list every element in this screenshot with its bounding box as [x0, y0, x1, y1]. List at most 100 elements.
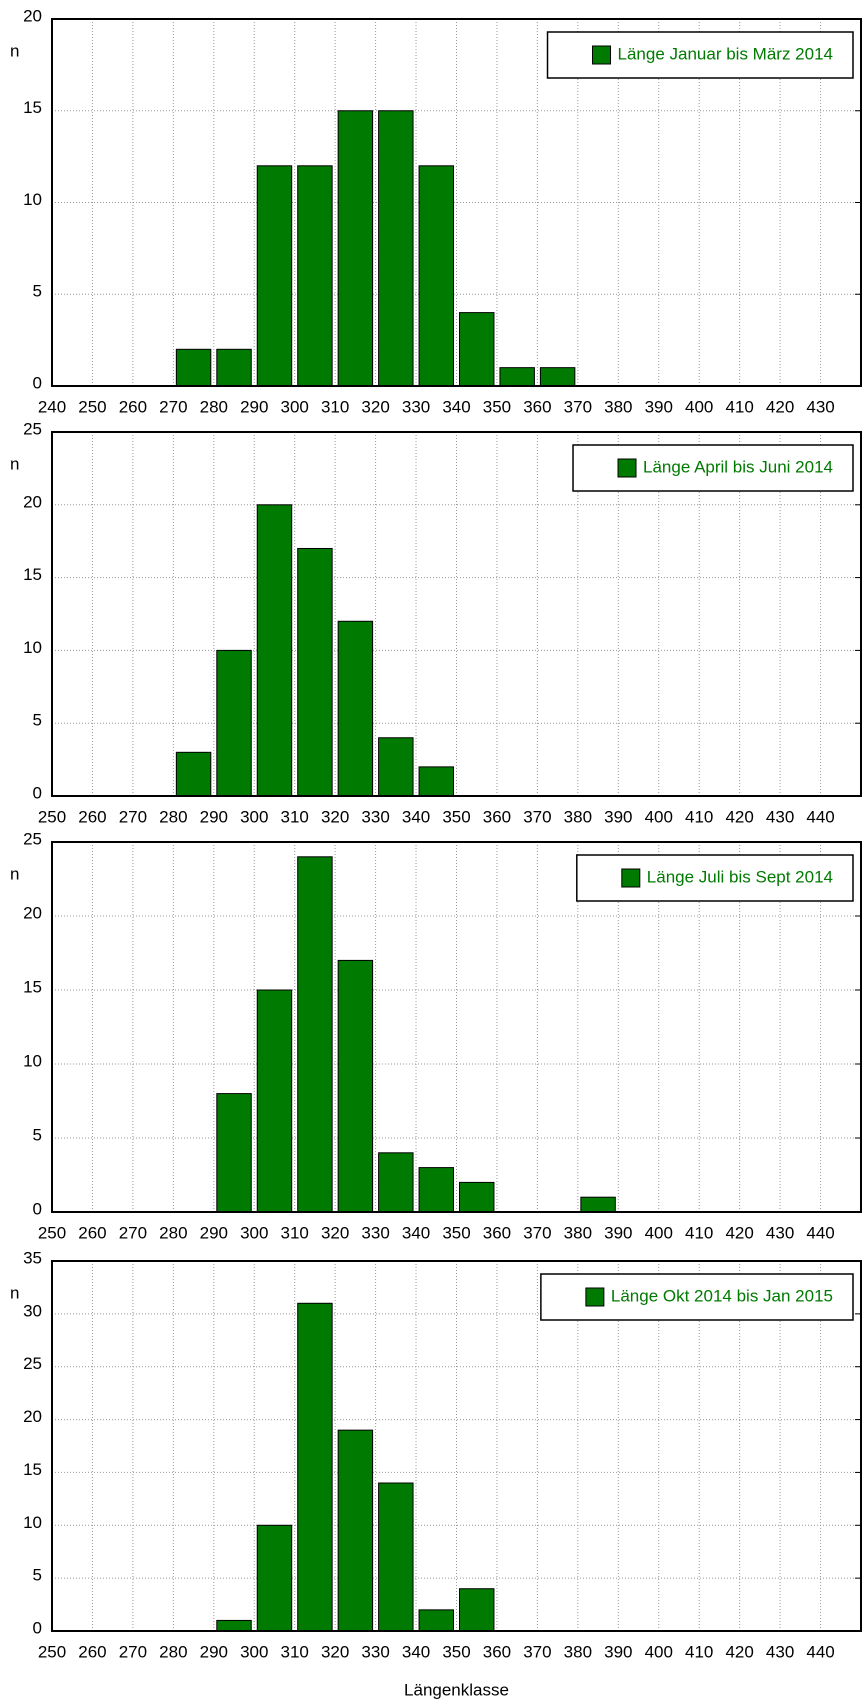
y-tick-label: 35 [23, 1248, 42, 1267]
x-tick-label: 250 [38, 1223, 66, 1242]
x-tick-label: 300 [240, 807, 268, 826]
legend: Länge Okt 2014 bis Jan 2015 [540, 1273, 854, 1321]
y-tick-label: 25 [23, 419, 42, 438]
y-tick-label: 5 [33, 1566, 42, 1585]
y-tick-label: 25 [23, 1354, 42, 1373]
bar [297, 856, 333, 1213]
chart-panel: 0 5 10 15 20 25 30 35 250 260 270 280 290 300 310 320 33… [10, 1248, 862, 1699]
x-tick-label: 340 [402, 1642, 430, 1661]
y-tick-label: 10 [23, 638, 42, 657]
y-tick-label: 10 [23, 1513, 42, 1532]
x-tick-label: 290 [240, 397, 268, 416]
x-tick-label: 380 [564, 807, 592, 826]
x-tick-label: 440 [806, 1642, 834, 1661]
x-tick-label: 260 [119, 397, 147, 416]
x-tick-label: 280 [159, 1223, 187, 1242]
y-tick-label: 20 [23, 903, 42, 922]
x-tick-label: 390 [604, 1223, 632, 1242]
bar [297, 1302, 333, 1632]
y-axis-label: n [10, 864, 19, 883]
x-tick-label: 350 [442, 1223, 470, 1242]
x-tick-label: 370 [523, 807, 551, 826]
plot-frame [51, 431, 862, 797]
plot-frame [51, 18, 862, 387]
x-tick-label: 390 [604, 807, 632, 826]
y-axis-label: n [10, 1283, 19, 1302]
x-tick-label: 270 [159, 397, 187, 416]
y-tick-label: 0 [33, 1618, 42, 1637]
x-tick-label: 290 [200, 1642, 228, 1661]
bar [418, 1167, 454, 1213]
x-tick-label: 330 [361, 1223, 389, 1242]
x-tick-label: 370 [523, 1642, 551, 1661]
y-tick-label: 25 [23, 829, 42, 848]
y-tick-label: 15 [23, 98, 42, 117]
x-tick-label: 390 [645, 397, 673, 416]
legend: Länge Juli bis Sept 2014 [576, 854, 854, 902]
x-tick-label: 280 [200, 397, 228, 416]
y-tick-label: 5 [33, 711, 42, 730]
x-tick-label: 380 [604, 397, 632, 416]
bar [175, 751, 212, 797]
legend-swatch [621, 868, 641, 888]
bar [337, 1429, 374, 1632]
x-tick-label: 430 [806, 397, 834, 416]
x-tick-label: 340 [402, 1223, 430, 1242]
y-tick-label: 5 [33, 1125, 42, 1144]
x-tick-label: 350 [483, 397, 511, 416]
x-tick-label: 430 [766, 1223, 794, 1242]
y-tick-label: 10 [23, 190, 42, 209]
x-tick-label: 330 [361, 807, 389, 826]
x-tick-label: 280 [159, 1642, 187, 1661]
legend-swatch [585, 1287, 605, 1307]
bar [378, 1152, 414, 1213]
x-tick-label: 350 [442, 1642, 470, 1661]
x-tick-label: 410 [725, 397, 753, 416]
y-tick-label: 0 [33, 373, 42, 392]
x-tick-label: 370 [523, 1223, 551, 1242]
bar [459, 312, 495, 387]
x-tick-label: 380 [564, 1642, 592, 1661]
bar [337, 110, 374, 387]
y-tick-label: 5 [33, 282, 42, 301]
x-tick-label: 410 [685, 1642, 713, 1661]
bar [499, 367, 535, 387]
bar [256, 1524, 293, 1632]
x-tick-label: 360 [483, 1223, 511, 1242]
legend-label: Länge Juli bis Sept 2014 [647, 867, 833, 886]
x-tick-label: 430 [766, 807, 794, 826]
chart-panel: 0 5 10 15 20 240 250 260 270 280 290 300 310 320 330 34… [10, 6, 862, 416]
x-tick-label: 360 [483, 807, 511, 826]
x-tick-label: 260 [78, 807, 106, 826]
x-tick-label: 340 [442, 397, 470, 416]
x-tick-label: 350 [442, 807, 470, 826]
y-tick-label: 20 [23, 6, 42, 25]
x-tick-label: 260 [78, 1642, 106, 1661]
x-tick-label: 260 [78, 1223, 106, 1242]
x-tick-label: 270 [119, 807, 147, 826]
y-tick-label: 20 [23, 1407, 42, 1426]
y-tick-label: 10 [23, 1051, 42, 1070]
x-tick-label: 430 [766, 1642, 794, 1661]
x-tick-label: 250 [78, 397, 106, 416]
bar [459, 1181, 495, 1213]
y-axis-label: n [10, 41, 19, 60]
y-tick-label: 15 [23, 565, 42, 584]
x-tick-label: 390 [604, 1642, 632, 1661]
bar [337, 620, 374, 797]
x-tick-label: 310 [281, 1642, 309, 1661]
bar [256, 989, 293, 1213]
x-tick-label: 320 [321, 807, 349, 826]
x-tick-label: 280 [159, 807, 187, 826]
x-tick-label: 250 [38, 807, 66, 826]
x-tick-label: 380 [564, 1223, 592, 1242]
x-tick-label: 270 [119, 1223, 147, 1242]
bar [418, 165, 454, 387]
legend-box [576, 854, 854, 902]
bar [580, 1196, 616, 1213]
x-tick-label: 400 [645, 1223, 673, 1242]
x-tick-label: 400 [645, 807, 673, 826]
x-tick-label: 250 [38, 1642, 66, 1661]
x-tick-label: 290 [200, 807, 228, 826]
